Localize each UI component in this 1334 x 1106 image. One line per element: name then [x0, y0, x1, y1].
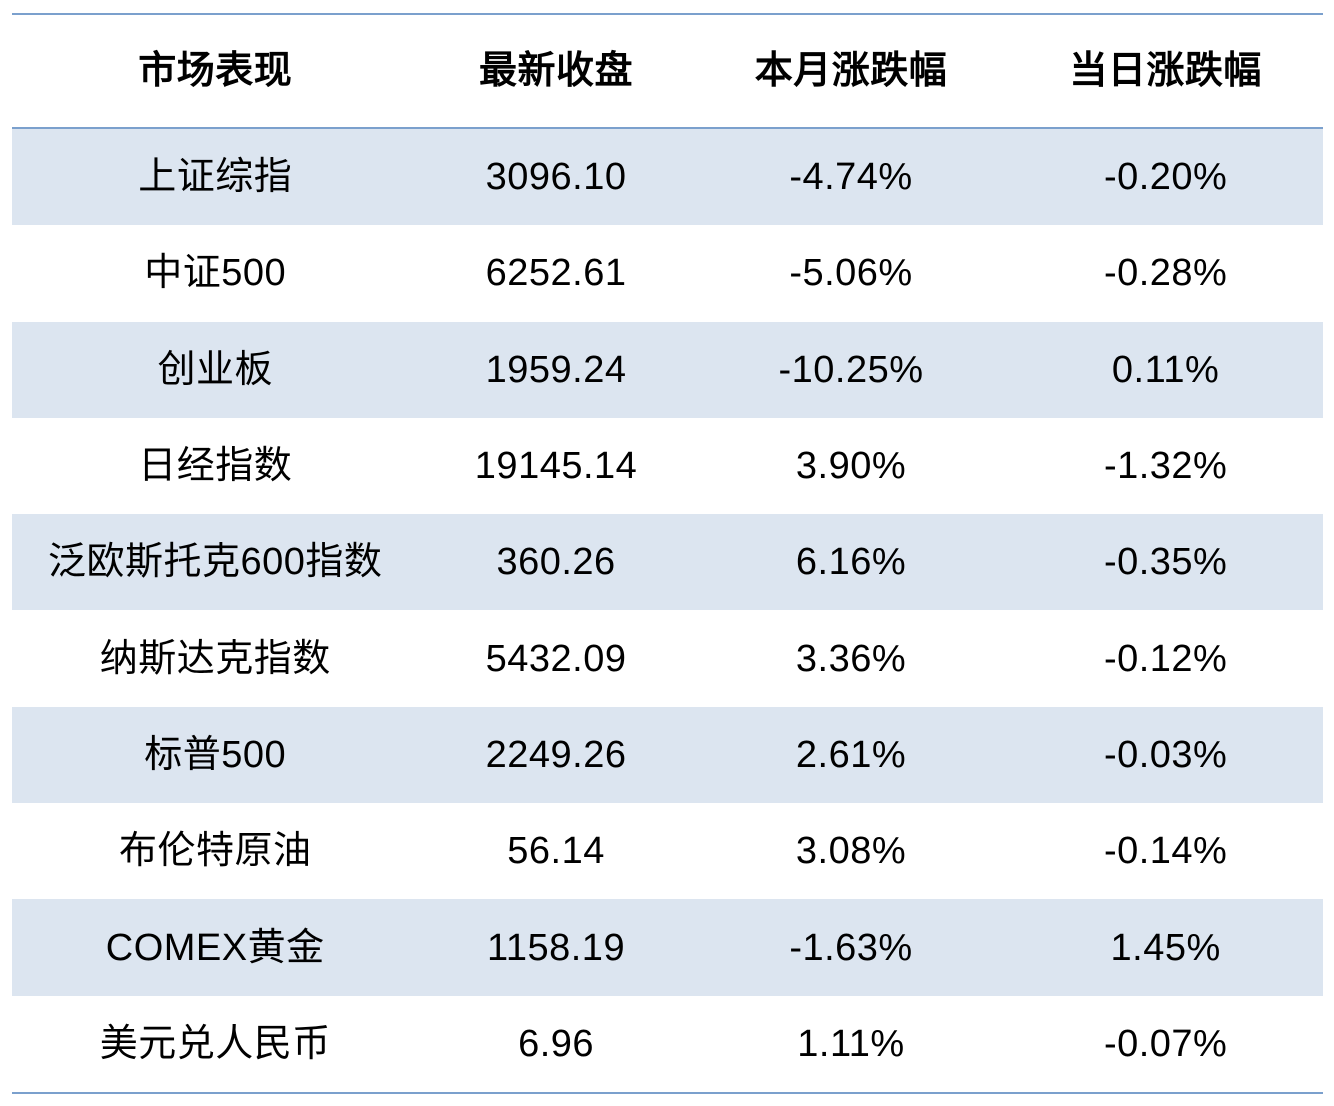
- cell-latest-close: 3096.10: [485, 156, 627, 199]
- cell-latest-close: 6252.61: [485, 252, 627, 295]
- table-row: 中证500 6252.61 -5.06% -0.28%: [12, 225, 1323, 322]
- cell-latest-close: 1158.19: [487, 926, 626, 969]
- cell-latest-close: 360.26: [496, 541, 616, 584]
- cell-day-change: -0.35%: [1103, 541, 1228, 584]
- cell-day-change: -0.14%: [1103, 830, 1228, 873]
- cell-latest-close: 1959.24: [485, 348, 627, 391]
- cell-month-change: 3.08%: [795, 830, 907, 873]
- cell-latest-close: 5432.09: [485, 637, 627, 680]
- cell-month-change: -1.63%: [789, 926, 913, 969]
- table-row: 布伦特原油 56.14 3.08% -0.14%: [12, 803, 1323, 900]
- column-header-day-change: 当日涨跌幅: [1069, 50, 1262, 92]
- table-row: 纳斯达克指数 5432.09 3.36% -0.12%: [12, 610, 1323, 707]
- cell-market-name: 日经指数: [138, 445, 293, 488]
- cell-day-change: 1.45%: [1110, 926, 1221, 969]
- cell-latest-close: 56.14: [507, 830, 605, 873]
- cell-latest-close: 6.96: [518, 1022, 595, 1065]
- cell-market-name: 泛欧斯托克600指数: [48, 541, 383, 584]
- table-header-row: 市场表现 最新收盘 本月涨跌幅 当日涨跌幅: [12, 15, 1323, 129]
- cell-market-name: 纳斯达克指数: [99, 637, 331, 680]
- table-row: 上证综指 3096.10 -4.74% -0.20%: [12, 129, 1323, 226]
- column-header-latest-close: 最新收盘: [479, 50, 634, 92]
- cell-month-change: 3.36%: [795, 637, 907, 680]
- cell-latest-close: 19145.14: [474, 445, 638, 488]
- cell-day-change: -0.20%: [1103, 156, 1228, 199]
- table-row: 泛欧斯托克600指数 360.26 6.16% -0.35%: [12, 514, 1323, 611]
- cell-market-name: 创业板: [157, 348, 273, 391]
- table-row: 标普500 2249.26 2.61% -0.03%: [12, 706, 1323, 804]
- cell-day-change: 0.11%: [1111, 348, 1220, 391]
- cell-day-change: -0.12%: [1103, 637, 1228, 680]
- cell-month-change: -5.06%: [789, 252, 913, 295]
- column-header-market: 市场表现: [138, 50, 293, 92]
- cell-market-name: 美元兑人民币: [99, 1022, 331, 1065]
- cell-market-name: 标普500: [144, 733, 287, 776]
- cell-market-name: 中证500: [144, 252, 287, 295]
- table-row: 美元兑人民币 6.96 1.11% -0.07%: [12, 995, 1323, 1092]
- cell-month-change: 6.16%: [795, 541, 907, 584]
- cell-market-name: 上证综指: [138, 156, 293, 199]
- cell-day-change: -1.32%: [1103, 445, 1228, 488]
- cell-latest-close: 2249.26: [485, 733, 627, 776]
- table-row: 创业板 1959.24 -10.25% 0.11%: [12, 321, 1323, 418]
- cell-month-change: 3.90%: [795, 445, 907, 488]
- cell-month-change: 2.61%: [795, 733, 907, 776]
- cell-day-change: -0.07%: [1103, 1022, 1228, 1065]
- table-row: COMEX黄金 1158.19 -1.63% 1.45%: [12, 899, 1323, 996]
- market-performance-table: 市场表现 最新收盘 本月涨跌幅 当日涨跌幅 上证综指 3096.10 -4.74…: [12, 13, 1323, 1094]
- cell-month-change: -10.25%: [778, 348, 924, 391]
- cell-month-change: 1.11%: [797, 1022, 905, 1065]
- cell-market-name: 布伦特原油: [118, 830, 312, 873]
- table-row: 日经指数 19145.14 3.90% -1.32%: [12, 417, 1323, 515]
- cell-month-change: -4.74%: [789, 156, 913, 199]
- cell-market-name: COMEX黄金: [105, 926, 325, 969]
- column-header-month-change: 本月涨跌幅: [754, 50, 948, 92]
- cell-day-change: -0.28%: [1103, 252, 1228, 295]
- cell-day-change: -0.03%: [1103, 733, 1228, 776]
